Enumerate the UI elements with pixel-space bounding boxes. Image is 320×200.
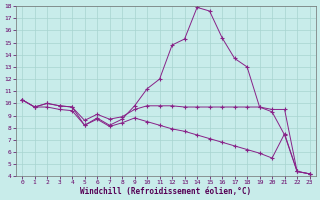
X-axis label: Windchill (Refroidissement éolien,°C): Windchill (Refroidissement éolien,°C) [80,187,252,196]
